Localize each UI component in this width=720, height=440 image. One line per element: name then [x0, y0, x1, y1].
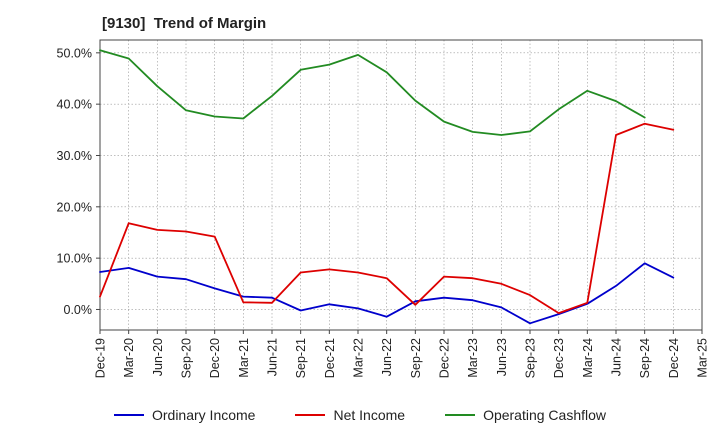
x-tick-label: Dec-22 — [438, 338, 452, 378]
x-tick-label: Sep-21 — [294, 338, 308, 378]
legend-item-net-income: Net Income — [295, 407, 405, 423]
x-tick-label: Sep-23 — [524, 338, 538, 378]
x-tick-label: Jun-21 — [266, 338, 280, 376]
x-tick-label: Mar-21 — [237, 338, 251, 378]
x-tick-label: Sep-22 — [409, 338, 423, 378]
x-tick-label: Mar-25 — [696, 338, 710, 378]
x-tick-label: Dec-21 — [323, 338, 337, 378]
x-tick-label: Dec-20 — [208, 338, 222, 378]
y-tick-label: 40.0% — [57, 98, 92, 112]
x-tick-label: Mar-20 — [122, 338, 136, 378]
series-line-net-income — [99, 122, 675, 315]
x-tick-label: Mar-22 — [352, 338, 366, 378]
y-tick-label: 20.0% — [57, 200, 92, 214]
plot-frame — [99, 39, 703, 331]
y-tick-label: 50.0% — [57, 46, 92, 60]
legend-swatch — [445, 414, 476, 416]
legend-label: Net Income — [333, 407, 406, 423]
y-tick-label: 30.0% — [57, 149, 92, 163]
y-tick-label: 10.0% — [57, 252, 92, 266]
series-line-operating-cashflow — [99, 49, 646, 136]
legend-item-ordinary-income: Ordinary Income — [113, 407, 256, 423]
legend: Ordinary Income Net Income Operating Cashf… — [0, 404, 720, 426]
grid-layer — [99, 40, 703, 330]
x-tick-label: Jun-24 — [610, 338, 624, 376]
axes-layer: 0.0% 10.0% 20.0% 30.0% 40.0% 50.0% Dec-19 Mar-2… — [57, 39, 710, 378]
legend-label: Ordinary Income — [151, 407, 256, 423]
x-tick-label: Jun-23 — [495, 338, 509, 376]
x-tick-label: Mar-24 — [581, 338, 595, 378]
x-tick-label: Dec-24 — [667, 338, 681, 378]
legend-item-operating-cashflow: Operating Cashflow — [445, 407, 606, 423]
legend-label: Operating Cashflow — [483, 407, 607, 423]
x-tick-label: Jun-22 — [380, 338, 394, 376]
x-tick-label: Sep-20 — [180, 338, 194, 378]
x-tick-label: Jun-20 — [151, 338, 165, 376]
x-tick-label: Mar-23 — [466, 338, 480, 378]
series-layer — [99, 49, 675, 325]
legend-swatch — [113, 414, 144, 416]
x-tick-label: Dec-19 — [94, 338, 108, 378]
x-tick-label: Dec-23 — [552, 338, 566, 378]
chart-title: [9130] Trend of Margin — [102, 15, 267, 32]
x-tick-label: Sep-24 — [638, 338, 652, 378]
series-line-ordinary-income — [99, 262, 675, 325]
y-tick-label: 0.0% — [64, 303, 93, 317]
legend-swatch — [295, 414, 326, 416]
